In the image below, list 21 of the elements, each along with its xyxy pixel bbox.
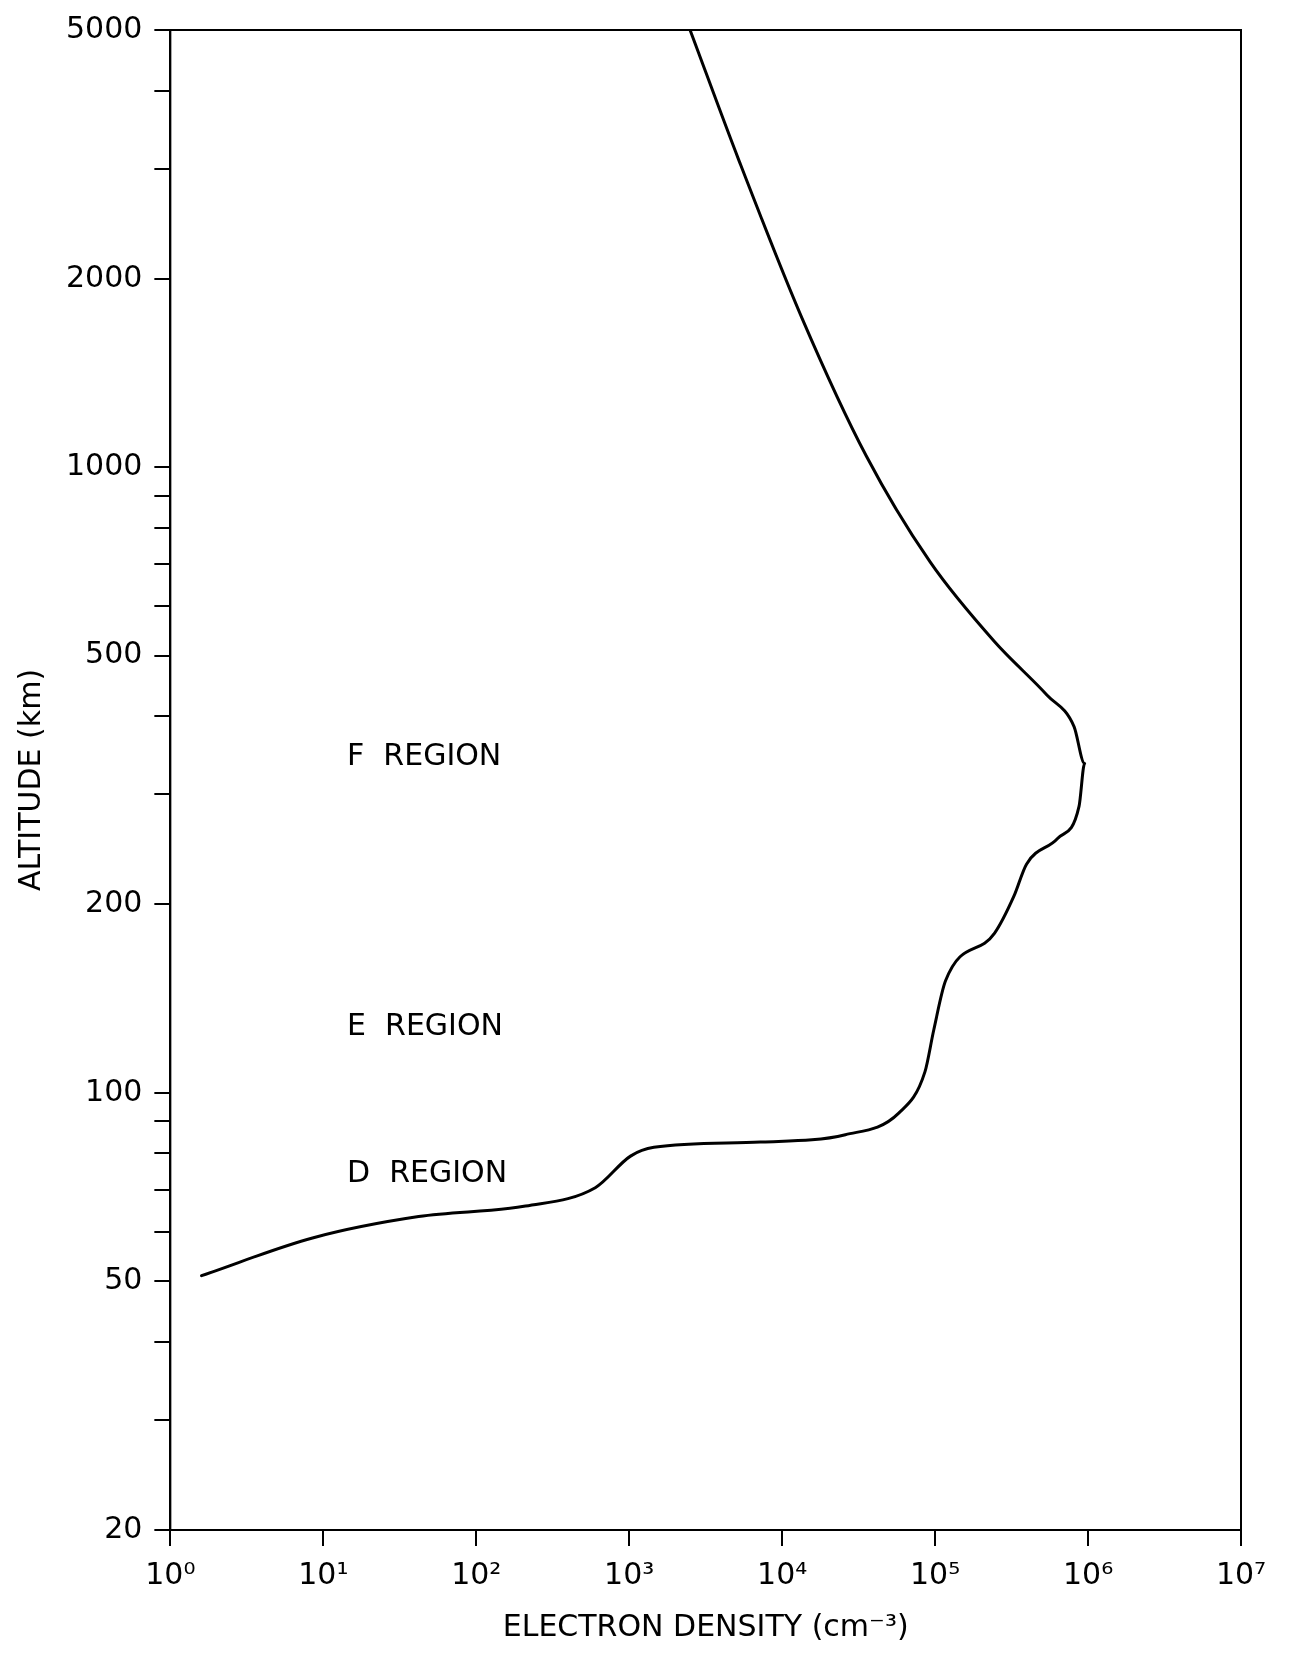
annotation: E REGION xyxy=(347,1007,503,1043)
x-tick-label: 10⁰ xyxy=(145,1555,196,1591)
y-tick-label: 20 xyxy=(104,1509,143,1545)
y-axis-title: ALTITUDE (km) xyxy=(11,668,47,892)
x-tick-label: 10⁴ xyxy=(757,1555,808,1591)
x-tick-label: 10⁵ xyxy=(910,1555,961,1591)
annotation: F REGION xyxy=(347,737,502,773)
x-tick-label: 10⁶ xyxy=(1062,1555,1114,1591)
x-axis-title: ELECTRON DENSITY (cm⁻³) xyxy=(502,1607,909,1643)
y-tick-label: 2000 xyxy=(65,258,143,294)
y-tick-label: 50 xyxy=(104,1260,143,1296)
y-tick-label: 1000 xyxy=(65,447,143,483)
y-tick-label: 200 xyxy=(85,884,143,920)
x-tick-label: 10² xyxy=(451,1555,502,1591)
x-tick-label: 10¹ xyxy=(298,1555,349,1591)
y-tick-label: 5000 xyxy=(65,9,143,45)
x-tick-label: 10⁷ xyxy=(1215,1555,1267,1591)
annotation: D REGION xyxy=(347,1154,508,1190)
x-tick-label: 10³ xyxy=(604,1555,655,1591)
y-tick-label: 100 xyxy=(85,1072,143,1108)
y-tick-label: 500 xyxy=(85,635,143,671)
